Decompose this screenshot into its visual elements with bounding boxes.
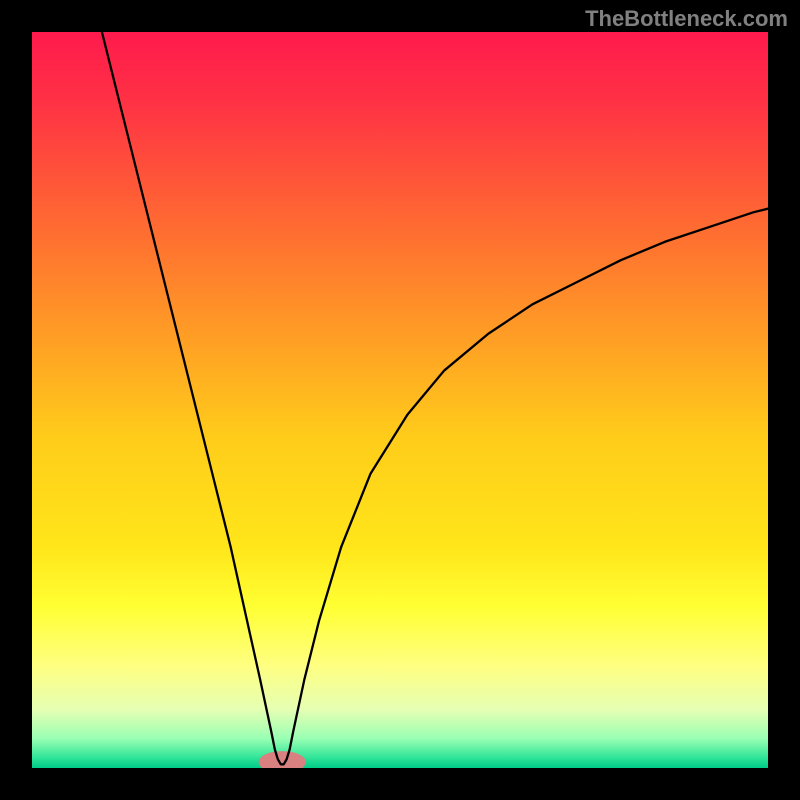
- plot-area: [32, 32, 768, 768]
- watermark: TheBottleneck.com: [585, 6, 788, 32]
- chart-svg: [32, 32, 768, 768]
- watermark-text: TheBottleneck.com: [585, 6, 788, 31]
- gradient-background: [32, 32, 768, 768]
- chart-container: TheBottleneck.com: [0, 0, 800, 800]
